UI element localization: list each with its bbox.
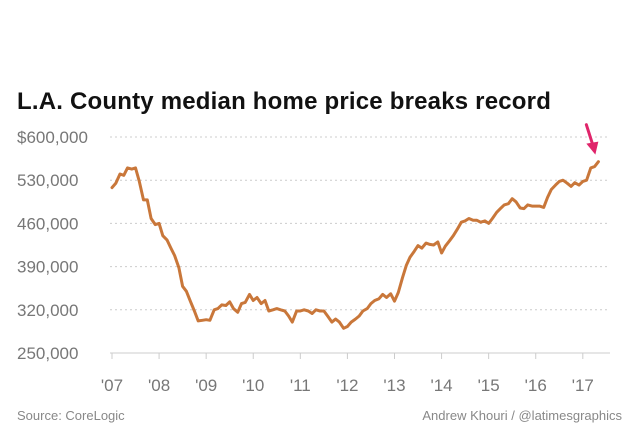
arrow-head (586, 141, 599, 155)
y-tick-label: 530,000 (17, 171, 78, 190)
series-points (111, 161, 599, 329)
x-tick-label: '07 (101, 376, 123, 395)
y-tick-label: 250,000 (17, 344, 78, 363)
x-tick-label: '13 (383, 376, 405, 395)
x-axis-ticks: '07 '08 '09 '10 '11 '12 '13 '14 '15 '16 '17 (101, 353, 594, 395)
chart-title: L.A. County median home price breaks rec… (17, 88, 552, 115)
x-tick-label: '09 (195, 376, 217, 395)
x-tick-label: '17 (572, 376, 594, 395)
record-arrow-annotation (584, 123, 599, 155)
x-tick-label: '12 (336, 376, 358, 395)
y-tick-label: 320,000 (17, 301, 78, 320)
y-tick-label: $600,000 (17, 128, 88, 147)
x-tick-label: '11 (290, 376, 311, 395)
x-tick-label: '15 (478, 376, 500, 395)
series-line-median-home-price (110, 160, 600, 330)
y-tick-label: 460,000 (17, 214, 78, 233)
credit-note: Andrew Khouri / @latimesgraphics (422, 408, 622, 423)
y-tick-label: 390,000 (17, 258, 78, 277)
x-tick-label: '14 (430, 376, 452, 395)
gridlines (110, 136, 610, 354)
x-tick-label: '16 (525, 376, 547, 395)
source-note: Source: CoreLogic (17, 408, 125, 423)
x-tick-label: '08 (148, 376, 170, 395)
x-tick-label: '10 (242, 376, 264, 395)
y-axis-ticks: $600,000 530,000 460,000 390,000 320,000 250,… (17, 128, 88, 363)
